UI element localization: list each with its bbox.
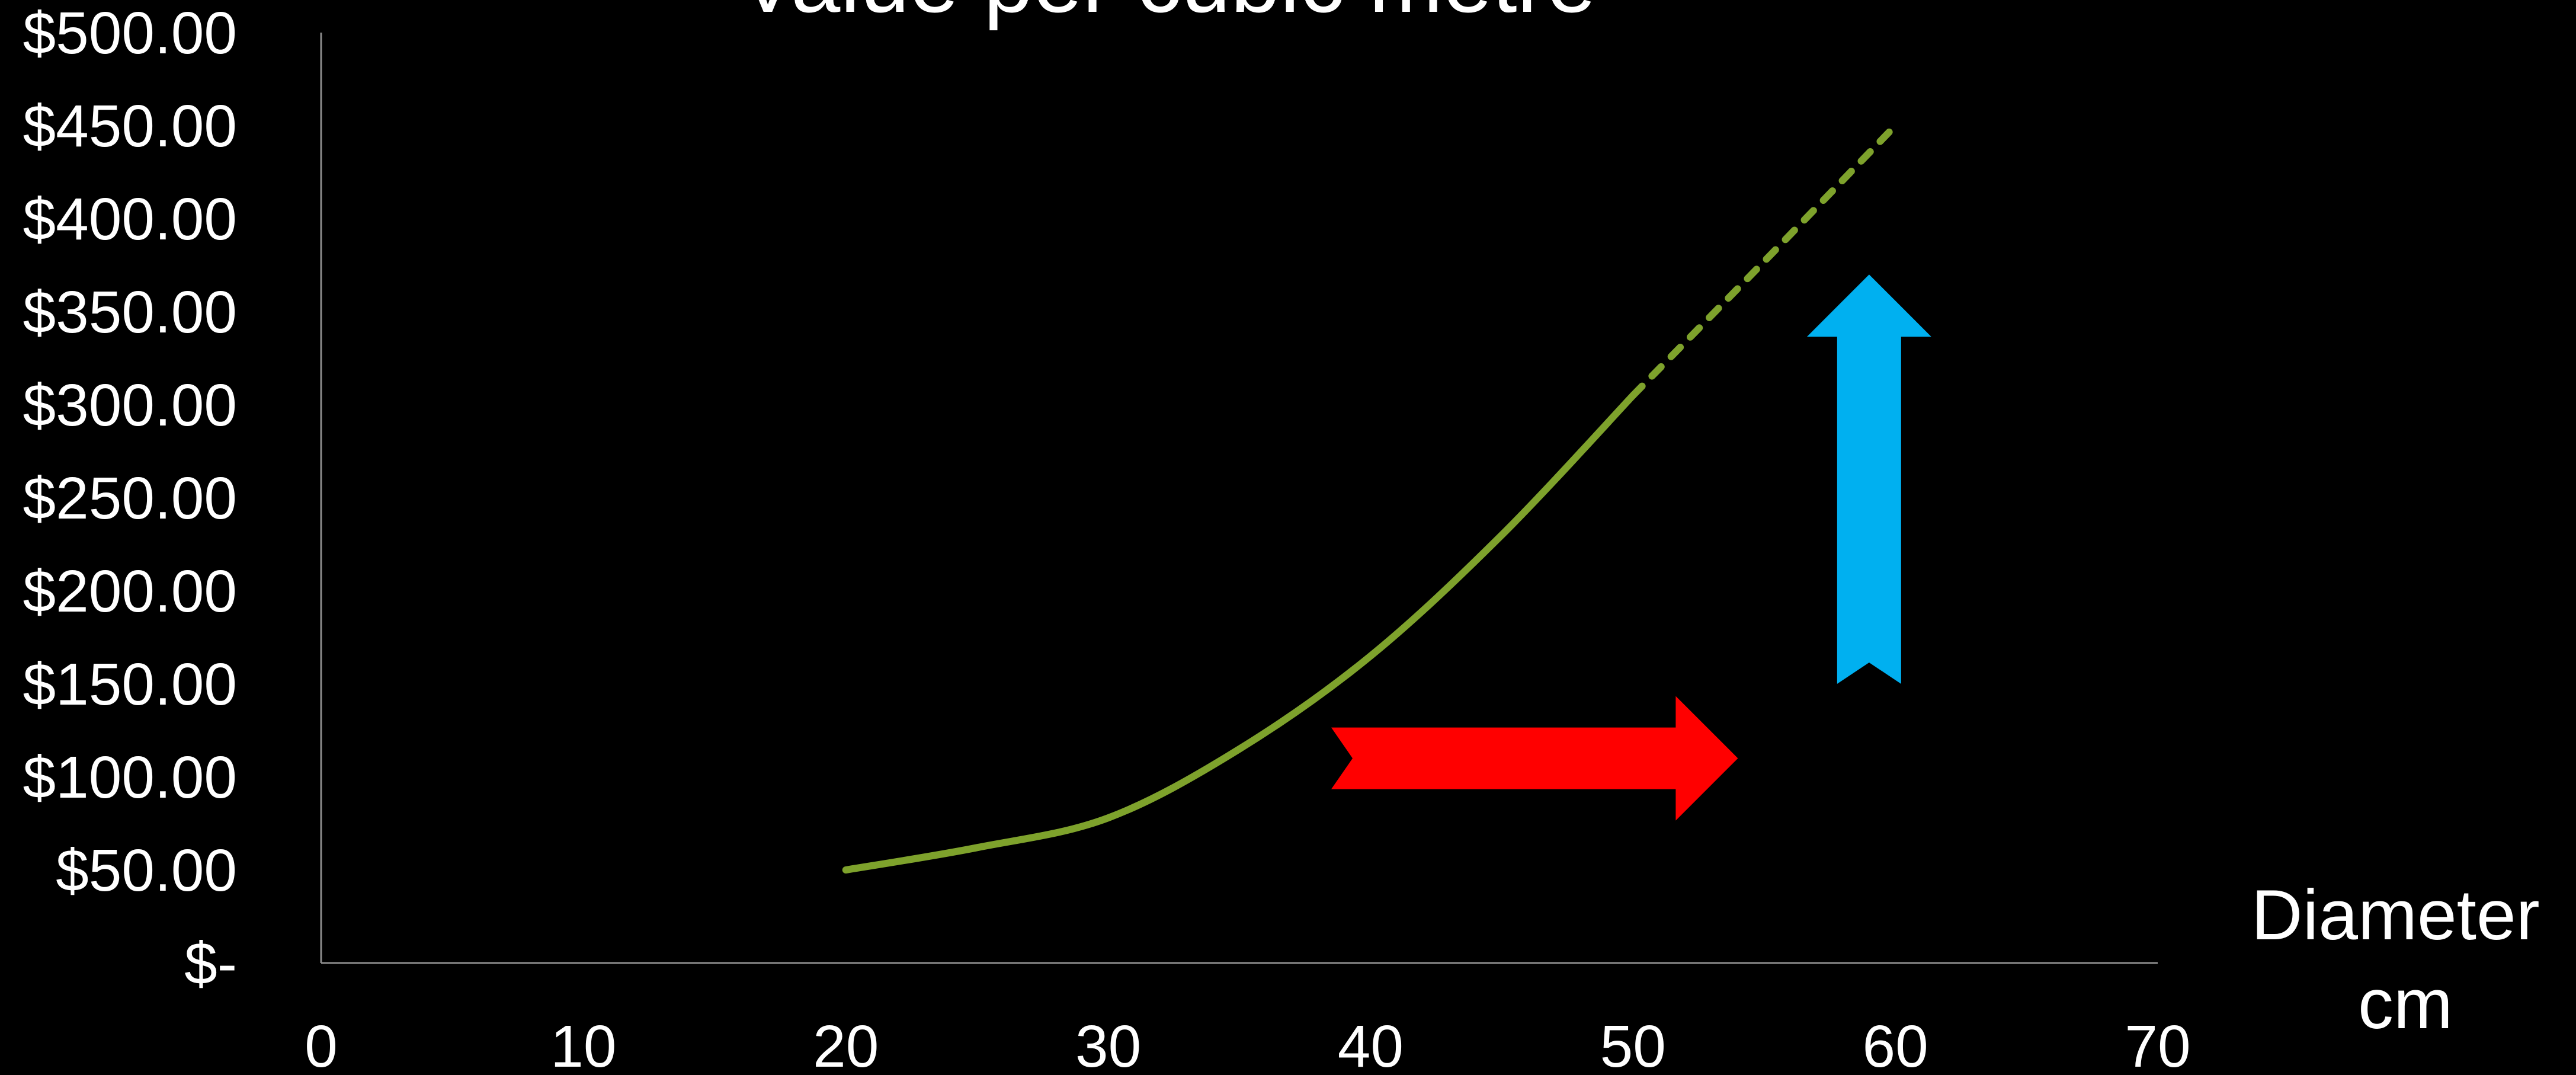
x-tick-label: 10 [550, 1013, 616, 1075]
y-tick-label: $150.00 [23, 651, 237, 718]
y-tick-label: $50.00 [56, 837, 237, 904]
y-tick-label: $- [184, 930, 237, 997]
y-tick-label: $400.00 [23, 186, 237, 252]
y-tick-label: $250.00 [23, 465, 237, 532]
y-tick-label: $350.00 [23, 279, 237, 345]
x-tick-label: 20 [813, 1013, 879, 1075]
y-tick-label: $300.00 [23, 372, 237, 439]
x-tick-label: 60 [1863, 1013, 1928, 1075]
x-tick-label: 70 [2125, 1013, 2190, 1075]
x-axis-label: Diameter cm [2251, 875, 2559, 1044]
red-right-arrow [1331, 696, 1738, 821]
annotation-layer [1331, 274, 1931, 821]
y-tick-label: $200.00 [23, 558, 237, 625]
series-line-projected [1629, 122, 1899, 399]
series-line [842, 392, 1637, 874]
x-tick-label: 0 [305, 1013, 338, 1075]
x-tick-label: 40 [1338, 1013, 1404, 1075]
y-tick-labels: $- $50.00 $100.00 $150.00 $200.00 $250.00 $300… [23, 0, 237, 997]
blue-up-arrow [1806, 274, 1931, 684]
y-tick-label: $500.00 [23, 0, 237, 66]
x-axis-label-line-1: Diameter [2251, 875, 2540, 955]
x-tick-label: 30 [1075, 1013, 1141, 1075]
y-tick-label: $100.00 [23, 744, 237, 811]
x-tick-labels: 0 10 20 30 40 50 60 70 [305, 1013, 2190, 1075]
chart-title: Value per cubic metre [738, 0, 1596, 31]
x-axis-label-line-2: cm [2358, 964, 2453, 1044]
x-tick-label: 50 [1600, 1013, 1666, 1075]
y-tick-label: $450.00 [23, 93, 237, 159]
series-layer [842, 122, 1899, 874]
